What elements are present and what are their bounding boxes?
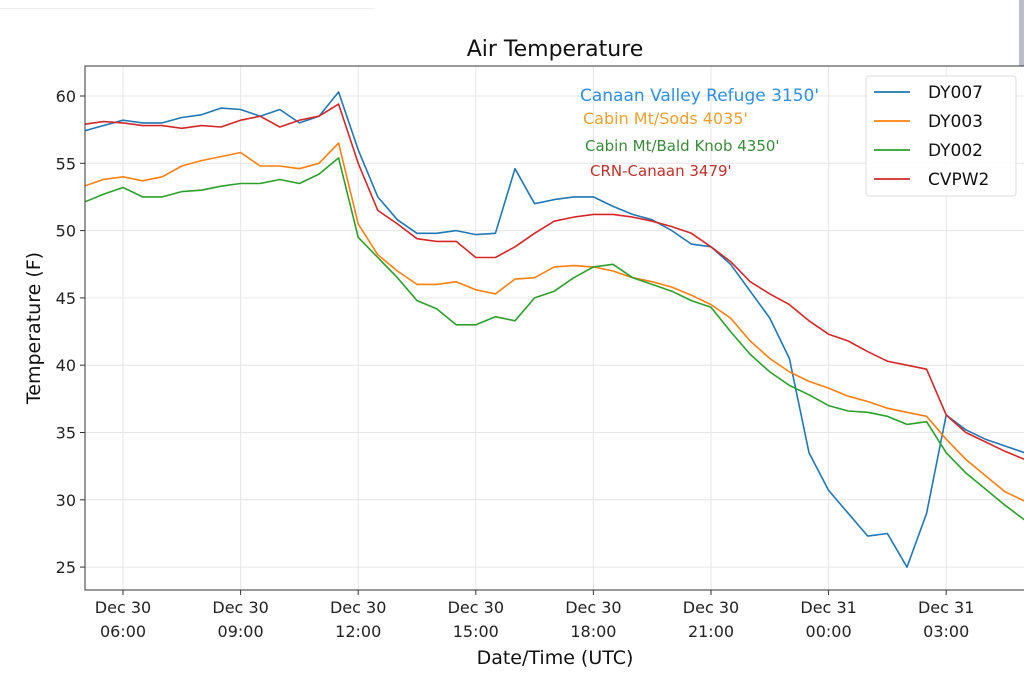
- x-tick-label-date: Dec 30: [448, 598, 504, 617]
- x-tick-label-time: 15:00: [453, 622, 499, 641]
- annotation-bald-knob: Cabin Mt/Bald Knob 4350': [585, 137, 780, 155]
- y-tick-label: 60: [56, 87, 76, 106]
- chart-title: Air Temperature: [467, 37, 644, 62]
- x-tick-label-date: Dec 30: [683, 598, 739, 617]
- top-divider: [0, 8, 375, 9]
- annotation-crn-canaan: CRN-Canaan 3479': [590, 162, 732, 180]
- annotation-canaan-valley: Canaan Valley Refuge 3150': [580, 86, 819, 106]
- legend-label-dy007: DY007: [928, 83, 983, 103]
- x-axis-label: Date/Time (UTC): [477, 647, 634, 669]
- y-ticks: 25 30 35 40 45 50 55 60: [56, 87, 85, 577]
- scrollbar[interactable]: [1019, 0, 1024, 66]
- x-tick-label-date: Dec 31: [918, 598, 974, 617]
- y-tick-label: 45: [56, 289, 76, 308]
- plot-frame: [84, 65, 1024, 591]
- y-axis-label: Temperature (F): [23, 252, 45, 405]
- x-tick-label-date: Dec 30: [330, 598, 386, 617]
- legend-label-dy002: DY002: [928, 141, 983, 161]
- x-tick-label-date: Dec 31: [800, 598, 856, 617]
- x-tick-label-time: 00:00: [806, 622, 852, 641]
- x-tick-label-time: 21:00: [688, 622, 734, 641]
- annotations: Canaan Valley Refuge 3150' Cabin Mt/Sods…: [580, 86, 819, 180]
- x-tick-label-time: 12:00: [335, 622, 381, 641]
- y-tick-label: 30: [56, 491, 76, 510]
- y-tick-label: 35: [56, 424, 76, 443]
- x-tick-label-time: 18:00: [570, 622, 616, 641]
- legend-label-cvpw2: CVPW2: [928, 170, 989, 190]
- legend-box: [865, 75, 1017, 197]
- series-line-dy007: [85, 91, 1024, 568]
- x-tick-label-date: Dec 30: [212, 598, 268, 617]
- series-lines: [85, 91, 1024, 568]
- x-tick-label-time: 06:00: [100, 622, 146, 641]
- x-ticks: Dec 30 06:00 Dec 30 09:00 Dec 30 12:00 Dec 30 1…: [95, 590, 974, 641]
- y-tick-label: 50: [56, 222, 76, 241]
- series-line-dy002: [85, 157, 1024, 521]
- legend-label-dy003: DY003: [928, 112, 983, 132]
- annotation-cabin-sods: Cabin Mt/Sods 4035': [583, 109, 748, 128]
- x-tick-label-time: 03:00: [923, 622, 969, 641]
- y-tick-label: 25: [56, 558, 76, 577]
- legend: DY007 DY003 DY002 CVPW2: [865, 75, 1017, 197]
- series-line-cvpw2: [85, 103, 1024, 461]
- grid: [85, 66, 1024, 590]
- x-tick-label-date: Dec 30: [565, 598, 621, 617]
- x-tick-label-date: Dec 30: [95, 598, 151, 617]
- y-tick-label: 40: [56, 356, 76, 375]
- x-tick-label-time: 09:00: [218, 622, 264, 641]
- series-line-dy003: [85, 142, 1024, 502]
- y-tick-label: 55: [56, 154, 76, 173]
